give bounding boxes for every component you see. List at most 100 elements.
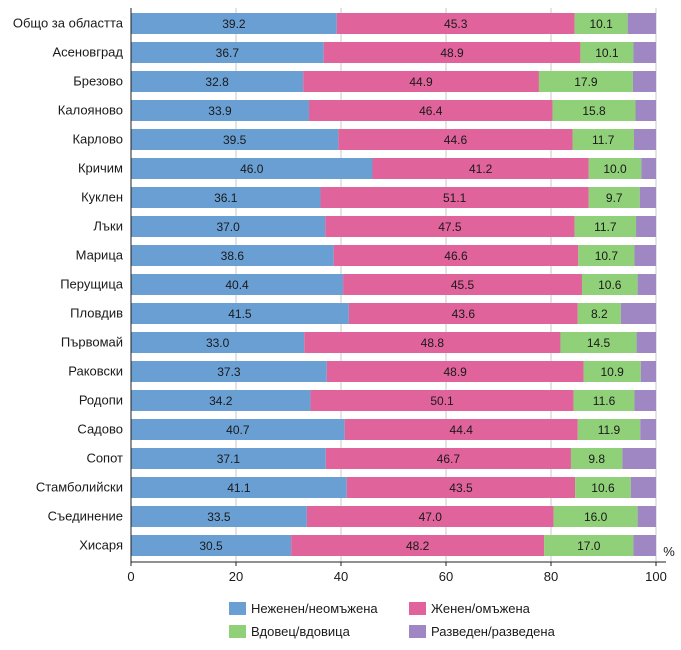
bar-segment [131, 158, 373, 179]
bar-value-label: 37.1 [217, 452, 241, 466]
bar-value-label: 8.2 [591, 307, 608, 321]
bar-segment [635, 100, 656, 121]
legend-swatch [409, 602, 426, 615]
bar-segment [572, 129, 634, 150]
legend-label: Женен/омъжена [431, 601, 531, 616]
bar-value-label: 16.0 [584, 510, 608, 524]
bar-segment [131, 448, 326, 469]
category-label: Хисаря [79, 538, 123, 553]
bar-segment [333, 245, 579, 266]
x-tick-label: 60 [439, 569, 453, 584]
bar-value-label: 17.0 [577, 539, 601, 553]
bar-segment [577, 419, 641, 440]
bar-segment [637, 506, 656, 527]
bar-value-label: 46.6 [444, 249, 468, 263]
bar-segment [131, 187, 321, 208]
category-label: Стамболийски [36, 480, 123, 495]
bar-value-label: 17.9 [574, 75, 598, 89]
bar-value-label: 47.5 [438, 220, 462, 234]
bar-segment [320, 187, 589, 208]
category-label: Кричим [78, 161, 123, 176]
category-label: Лъки [93, 219, 123, 234]
bar-value-label: 50.1 [430, 394, 454, 408]
bar-value-label: 44.6 [444, 133, 468, 147]
bar-value-label: 9.8 [588, 452, 605, 466]
bar-value-label: 10.9 [600, 365, 624, 379]
bar-segment [310, 390, 574, 411]
bar-segment [325, 448, 571, 469]
bar-segment [338, 129, 573, 150]
bar-value-label: 48.8 [421, 336, 445, 350]
bar-value-label: 41.2 [469, 162, 493, 176]
legend: Неженен/неомъжена Женен/омъжена Вдовец/вдо… [229, 601, 556, 639]
category-label: Куклен [81, 190, 123, 205]
bar-value-label: 10.6 [598, 278, 622, 292]
legend-swatch [229, 602, 246, 615]
bar-segment [372, 158, 589, 179]
bar-segment [303, 71, 539, 92]
bar-segment [308, 100, 553, 121]
bar-segment [131, 477, 347, 498]
bar-segment [575, 477, 631, 498]
bar-value-label: 51.1 [443, 191, 467, 205]
bar-segment [131, 361, 327, 382]
bar-value-label: 33.0 [206, 336, 230, 350]
x-tick-label: 0 [127, 569, 134, 584]
bar-segment [574, 13, 628, 34]
bar-value-label: 30.5 [199, 539, 223, 553]
bar-segment [578, 245, 635, 266]
bar-value-label: 10.6 [591, 481, 615, 495]
category-label: Сопот [86, 451, 123, 466]
bar-segment [346, 477, 576, 498]
legend-swatch [409, 625, 426, 638]
bar-value-label: 45.5 [451, 278, 475, 292]
bar-value-label: 46.0 [240, 162, 264, 176]
bar-value-label: 44.9 [409, 75, 433, 89]
bar-value-label: 10.0 [603, 162, 627, 176]
category-label: Карлово [72, 132, 123, 147]
bar-value-label: 9.7 [606, 191, 623, 205]
bar-segment [131, 71, 304, 92]
bar-value-label: 37.3 [217, 365, 241, 379]
category-label: Раковски [68, 364, 123, 379]
bar-value-label: 48.9 [444, 365, 468, 379]
bar-segment [620, 303, 656, 324]
x-tick-label: 40 [334, 569, 348, 584]
category-labels: Общо за областта Асеновград Брезово Калояно… [13, 16, 124, 553]
bar-segment [131, 129, 339, 150]
bar-value-label: 39.5 [223, 133, 247, 147]
bar-segment [640, 361, 656, 382]
bar-value-label: 34.2 [209, 394, 233, 408]
axes: 0 20 40 60 80 100% [127, 8, 675, 584]
bar-segment [553, 506, 638, 527]
bar-value-label: 32.8 [205, 75, 229, 89]
bar-segment [583, 361, 641, 382]
bar-value-label: 39.2 [222, 17, 246, 31]
bar-segment [131, 419, 345, 440]
bar-segment [552, 100, 636, 121]
bar-value-label: 38.6 [221, 249, 245, 263]
category-label: Брезово [73, 74, 123, 89]
bar-value-label: 10.1 [595, 46, 619, 60]
category-label: Калояново [58, 103, 123, 118]
category-label: Родопи [79, 393, 123, 408]
legend-label: Неженен/неомъжена [251, 601, 378, 616]
bar-segment [131, 303, 349, 324]
bar-segment [304, 332, 561, 353]
bar-segment [291, 535, 545, 556]
bar-segment [633, 129, 656, 150]
bar-value-label: 48.2 [406, 539, 430, 553]
bar-value-label: 36.1 [214, 191, 238, 205]
bar-value-label: 33.9 [208, 104, 232, 118]
bar-segment [323, 42, 581, 63]
category-label: Перущица [60, 277, 124, 292]
bar-segment [544, 535, 634, 556]
bar-value-label: 40.4 [225, 278, 249, 292]
bar-segment [637, 274, 656, 295]
bar-segment [326, 361, 584, 382]
legend-swatch [229, 625, 246, 638]
bar-value-label: 15.8 [582, 104, 606, 118]
bar-segment [630, 477, 656, 498]
bar-segment [131, 390, 311, 411]
bar-segment [573, 390, 635, 411]
